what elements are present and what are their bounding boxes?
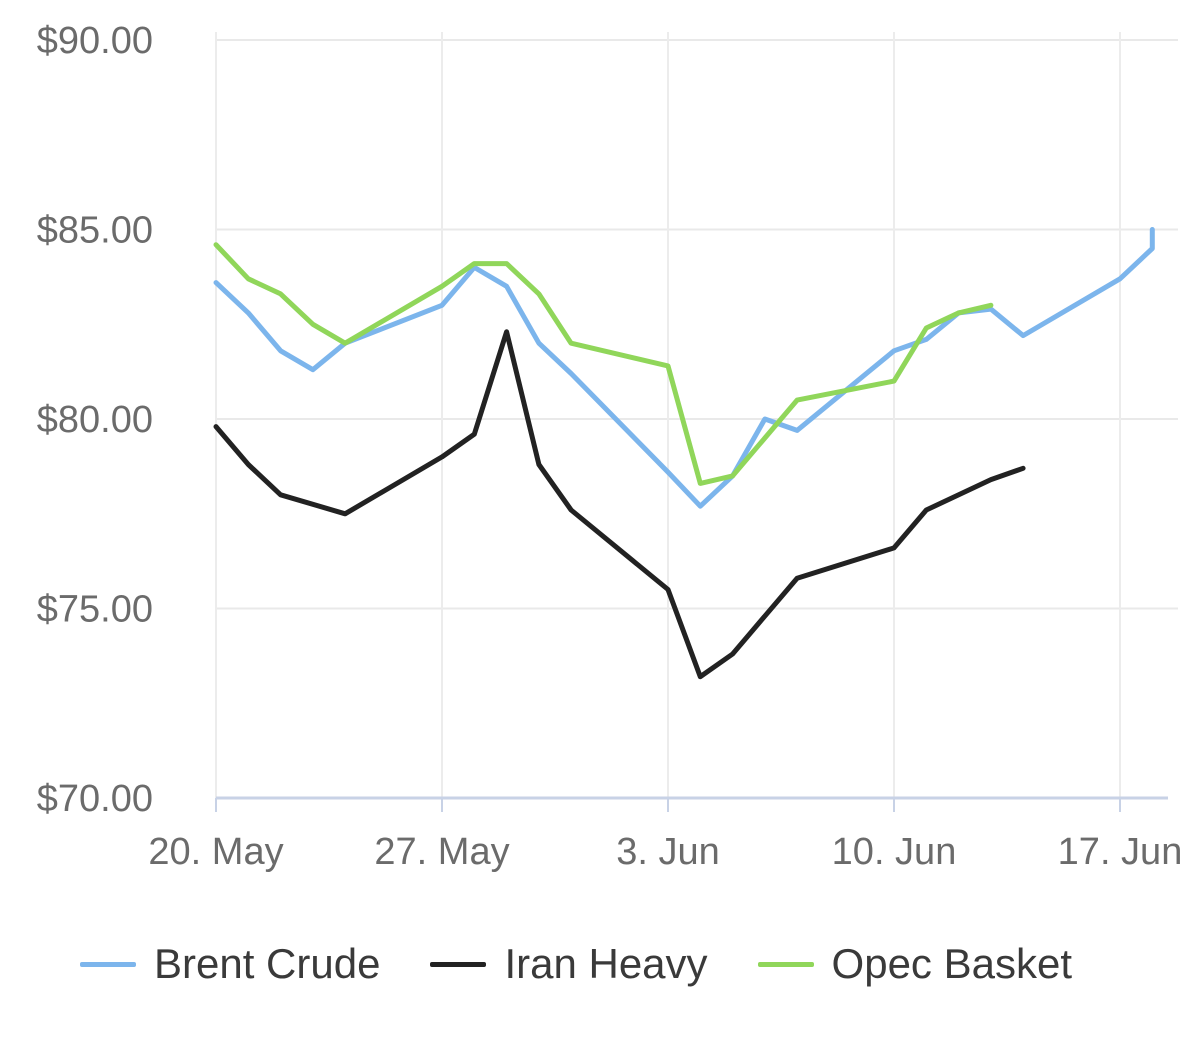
legend-label: Brent Crude bbox=[154, 940, 381, 987]
data-point bbox=[569, 508, 573, 512]
data-point bbox=[440, 455, 444, 459]
y-tick-label: $75.00 bbox=[37, 589, 153, 631]
data-point bbox=[924, 337, 928, 341]
legend-swatch bbox=[430, 961, 487, 967]
data-point bbox=[311, 322, 315, 326]
label-layer: $90.00 $85.00 $80.00 $75.00 $70.00 20. May 27.… bbox=[37, 20, 1183, 873]
legend-item[interactable]: Brent Crude bbox=[80, 940, 380, 988]
data-point bbox=[957, 311, 961, 315]
data-point bbox=[795, 428, 799, 432]
data-point bbox=[311, 368, 315, 372]
data-point bbox=[666, 470, 670, 474]
y-tick-label: $85.00 bbox=[37, 210, 153, 252]
data-point bbox=[666, 364, 670, 368]
data-point bbox=[537, 292, 541, 296]
data-point bbox=[1150, 228, 1154, 231]
data-point bbox=[505, 330, 509, 334]
data-point bbox=[924, 326, 928, 330]
series-line-opec-basket bbox=[213, 242, 994, 486]
legend-label: Opec Basket bbox=[831, 940, 1073, 987]
legend-label: Iran Heavy bbox=[504, 940, 708, 987]
data-point bbox=[246, 277, 250, 281]
series-layer bbox=[213, 227, 1155, 680]
data-point bbox=[989, 303, 993, 307]
data-point bbox=[763, 417, 767, 421]
data-point bbox=[440, 303, 444, 307]
data-point bbox=[989, 478, 993, 482]
data-point bbox=[698, 481, 702, 485]
data-point bbox=[795, 398, 799, 402]
data-point bbox=[343, 512, 347, 516]
data-point bbox=[472, 262, 476, 266]
data-point bbox=[892, 546, 896, 550]
data-point bbox=[989, 307, 993, 311]
data-point bbox=[1118, 277, 1122, 281]
data-point bbox=[1021, 334, 1025, 338]
data-point bbox=[795, 576, 799, 580]
data-point bbox=[666, 588, 670, 591]
data-point bbox=[698, 504, 702, 508]
data-point bbox=[279, 349, 283, 353]
data-point bbox=[731, 652, 735, 656]
data-point bbox=[246, 463, 250, 466]
legend-swatch bbox=[757, 961, 814, 967]
data-point bbox=[892, 349, 896, 353]
data-point bbox=[1021, 466, 1025, 470]
x-tick-label: 3. Jun bbox=[616, 831, 720, 873]
legend-swatch bbox=[80, 961, 136, 967]
data-point bbox=[505, 262, 509, 266]
legend-item[interactable]: Iran Heavy bbox=[430, 940, 708, 988]
data-point bbox=[924, 508, 928, 512]
data-point bbox=[698, 675, 702, 679]
data-point bbox=[505, 284, 509, 288]
legend-item[interactable]: Opec Basket bbox=[757, 940, 1073, 988]
data-point bbox=[1150, 247, 1154, 250]
legend: Brent Crude Iran Heavy Opec Basket bbox=[80, 932, 1122, 996]
data-point bbox=[537, 341, 541, 345]
data-point bbox=[279, 493, 283, 497]
data-point bbox=[472, 432, 476, 436]
data-point bbox=[214, 425, 218, 429]
data-point bbox=[246, 311, 250, 315]
data-point bbox=[731, 474, 735, 478]
x-tick-label: 17. Jun bbox=[1058, 831, 1183, 873]
axis-layer bbox=[215, 796, 1168, 812]
data-point bbox=[214, 281, 218, 285]
x-tick-label: 27. May bbox=[374, 831, 509, 873]
grid-layer bbox=[215, 32, 1178, 798]
y-tick-label: $90.00 bbox=[37, 20, 153, 62]
data-point bbox=[440, 284, 444, 288]
y-tick-label: $80.00 bbox=[37, 399, 153, 441]
data-point bbox=[892, 379, 896, 383]
data-point bbox=[569, 341, 573, 345]
data-point bbox=[279, 292, 283, 296]
data-point bbox=[537, 463, 541, 466]
data-point bbox=[569, 372, 573, 375]
x-tick-label: 20. May bbox=[148, 831, 283, 873]
data-point bbox=[343, 341, 347, 345]
x-tick-label: 10. Jun bbox=[832, 831, 957, 873]
y-tick-label: $70.00 bbox=[37, 778, 153, 820]
data-point bbox=[214, 243, 218, 247]
